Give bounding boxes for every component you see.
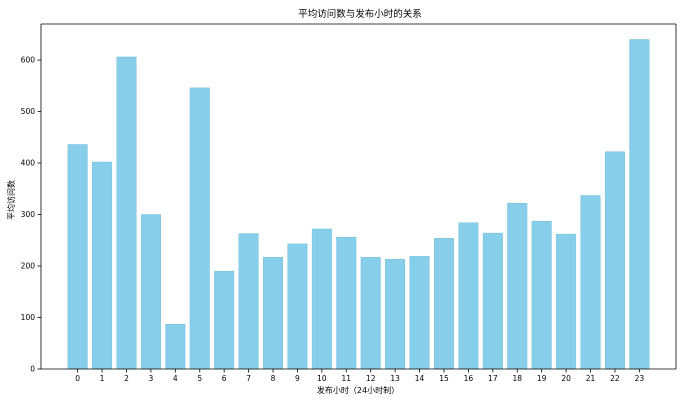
bar-hour-1 bbox=[92, 161, 113, 370]
bar-hour-16 bbox=[458, 222, 479, 370]
x-tick-label: 6 bbox=[222, 374, 227, 383]
bar-hour-3 bbox=[140, 214, 161, 370]
x-tick-label: 9 bbox=[295, 374, 300, 383]
y-tick-label: 200 bbox=[21, 262, 36, 271]
bar-hour-0 bbox=[67, 144, 88, 370]
y-tick-label: 400 bbox=[21, 159, 36, 168]
bar-hour-14 bbox=[409, 256, 430, 370]
y-tick-label: 500 bbox=[21, 107, 36, 116]
bar-hour-4 bbox=[165, 324, 186, 370]
bar-hour-15 bbox=[434, 238, 454, 370]
x-tick-label: 22 bbox=[610, 374, 620, 383]
x-ticks-group: 0 1 2 3 4 5 6 7 8 9 10 11 12 13 14 15 16 17 18 19 20 21 22 23 bbox=[75, 369, 644, 383]
x-tick-label: 3 bbox=[149, 374, 154, 383]
bar-hour-13 bbox=[385, 259, 406, 370]
x-tick-label: 2 bbox=[124, 374, 129, 383]
x-tick-label: 20 bbox=[561, 374, 571, 383]
y-tick-label: 300 bbox=[21, 210, 36, 219]
x-tick-label: 14 bbox=[415, 374, 425, 383]
x-tick-label: 12 bbox=[366, 374, 376, 383]
bar-hour-20 bbox=[556, 233, 577, 370]
bar-hour-5 bbox=[189, 87, 210, 370]
x-tick-label: 0 bbox=[75, 374, 80, 383]
bar-hour-18 bbox=[507, 202, 528, 370]
bar-hour-21 bbox=[580, 195, 601, 370]
bar-hour-12 bbox=[360, 257, 381, 370]
bar-hour-7 bbox=[238, 233, 259, 370]
x-tick-label: 8 bbox=[271, 374, 276, 383]
x-tick-label: 5 bbox=[197, 374, 202, 383]
x-tick-label: 7 bbox=[246, 374, 251, 383]
bar-hour-23 bbox=[629, 39, 650, 370]
x-tick-label: 4 bbox=[173, 374, 178, 383]
y-ticks-group: 0 100 200 300 400 500 600 bbox=[21, 56, 41, 374]
y-axis-label: 平均访问数 bbox=[6, 180, 16, 220]
x-tick-label: 13 bbox=[390, 374, 400, 383]
bar-hour-11 bbox=[336, 236, 357, 370]
x-tick-label: 21 bbox=[586, 374, 596, 383]
x-tick-label: 1 bbox=[100, 374, 105, 383]
y-tick-label: 0 bbox=[30, 365, 35, 374]
bars-group bbox=[67, 39, 650, 370]
bar-hour-17 bbox=[482, 232, 503, 370]
bar-hour-19 bbox=[531, 221, 552, 370]
x-tick-label: 10 bbox=[317, 374, 327, 383]
x-tick-label: 17 bbox=[488, 374, 498, 383]
y-tick-label: 100 bbox=[21, 313, 36, 322]
bar-hour-10 bbox=[311, 228, 332, 370]
bar-hour-2 bbox=[116, 56, 137, 370]
chart-title: 平均访问数与发布小时的关系 bbox=[298, 8, 422, 20]
bar-hour-22 bbox=[604, 151, 625, 370]
x-axis-label: 发布小时（24小时制） bbox=[317, 385, 399, 395]
x-tick-label: 16 bbox=[464, 374, 474, 383]
x-tick-label: 11 bbox=[342, 374, 352, 383]
x-tick-label: 15 bbox=[439, 374, 449, 383]
bar-hour-6 bbox=[214, 270, 235, 370]
x-tick-label: 23 bbox=[635, 374, 645, 383]
bar-hour-9 bbox=[287, 243, 308, 370]
x-tick-label: 19 bbox=[537, 374, 547, 383]
x-tick-label: 18 bbox=[512, 374, 522, 383]
bar-hour-8 bbox=[263, 257, 283, 370]
y-tick-label: 600 bbox=[21, 56, 36, 65]
